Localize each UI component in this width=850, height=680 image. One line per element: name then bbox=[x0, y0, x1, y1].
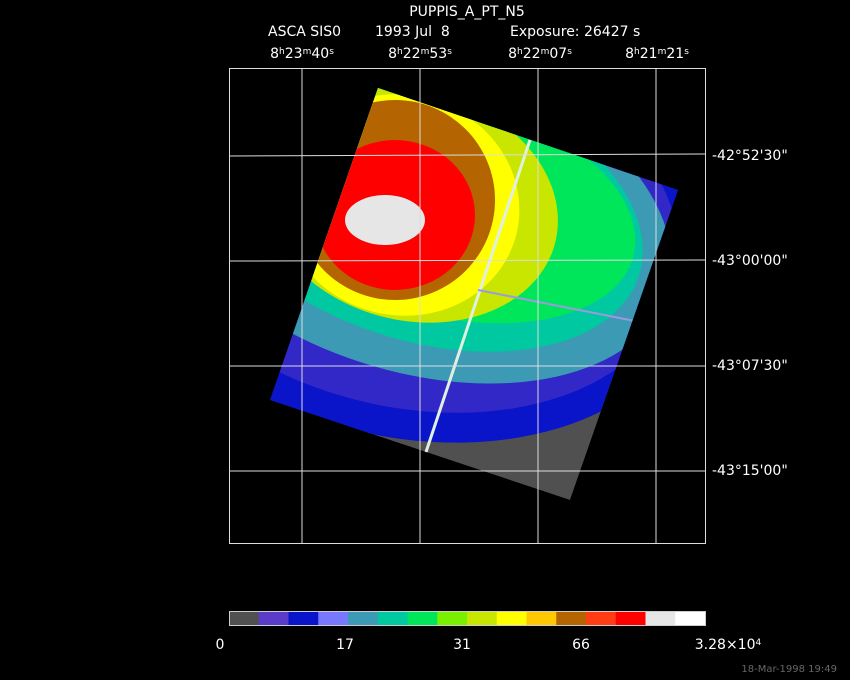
colorbar-swatch bbox=[407, 611, 438, 625]
label-part: 3.28×10 bbox=[695, 637, 756, 653]
superscript: h bbox=[279, 47, 285, 57]
label: 31 bbox=[453, 637, 471, 653]
colorbar-swatch bbox=[526, 611, 557, 625]
label-part: 8 bbox=[625, 46, 634, 62]
label: 66 bbox=[572, 637, 590, 653]
label: 17 bbox=[336, 637, 354, 653]
exposure: Exposure: 26427 s bbox=[510, 24, 640, 40]
label: 8h23m40s bbox=[270, 46, 334, 62]
label-part: 8 bbox=[270, 46, 279, 62]
superscript: s bbox=[447, 47, 452, 57]
superscript: m bbox=[421, 47, 430, 57]
label: 8h22m53s bbox=[388, 46, 452, 62]
superscript: s bbox=[567, 47, 572, 57]
colorbar-swatch bbox=[586, 611, 617, 625]
colorbar-swatch bbox=[615, 611, 646, 625]
label-part: 31 bbox=[453, 637, 471, 653]
colorbar-swatch bbox=[377, 611, 408, 625]
label-part: 40 bbox=[311, 46, 329, 62]
label-part: 21 bbox=[640, 46, 658, 62]
dec-label: -43°07'30" bbox=[712, 358, 788, 374]
dec-label: -42°52'30" bbox=[712, 148, 788, 164]
label-part: 0 bbox=[216, 637, 225, 653]
superscript: m bbox=[658, 47, 667, 57]
colorbar-frame bbox=[229, 611, 706, 626]
label-part: 8 bbox=[388, 46, 397, 62]
colorbar-swatch bbox=[318, 611, 349, 625]
label-part: 8 bbox=[508, 46, 517, 62]
date: 1993 Jul 8 bbox=[375, 24, 450, 40]
superscript: m bbox=[541, 47, 550, 57]
superscript: h bbox=[517, 47, 523, 57]
colorbar-swatch bbox=[645, 611, 676, 625]
colorbar-swatch bbox=[437, 611, 468, 625]
superscript: h bbox=[634, 47, 640, 57]
label-part: 07 bbox=[549, 46, 567, 62]
label-part: 66 bbox=[572, 637, 590, 653]
coordinate-grid bbox=[228, 68, 706, 544]
label-part: 21 bbox=[666, 46, 684, 62]
label-part: 17 bbox=[336, 637, 354, 653]
colorbar-swatch bbox=[496, 611, 527, 625]
label: 8h22m07s bbox=[508, 46, 572, 62]
colorbar-swatch bbox=[288, 611, 319, 625]
superscript: s bbox=[684, 47, 689, 57]
superscript: s bbox=[329, 47, 334, 57]
colorbar-swatch bbox=[229, 611, 260, 625]
colorbar-swatch bbox=[348, 611, 379, 625]
superscript: m bbox=[303, 47, 312, 57]
dec-label: -43°15'00" bbox=[712, 463, 788, 479]
title: PUPPIS_A_PT_N5 bbox=[409, 4, 525, 20]
superscript: h bbox=[397, 47, 403, 57]
label: 0 bbox=[216, 637, 225, 653]
colorbar-swatch bbox=[675, 611, 706, 625]
instrument: ASCA SIS0 bbox=[268, 24, 341, 40]
colorbar-swatch bbox=[467, 611, 498, 625]
timestamp: 18-Mar-1998 19:49 bbox=[741, 664, 837, 675]
label-part: 53 bbox=[429, 46, 447, 62]
label-part: 22 bbox=[523, 46, 541, 62]
label-part: 23 bbox=[285, 46, 303, 62]
label: 3.28×104 bbox=[695, 637, 762, 653]
dec-label: -43°00'00" bbox=[712, 253, 788, 269]
label-part: 22 bbox=[403, 46, 421, 62]
superscript: 4 bbox=[755, 638, 761, 648]
label: 8h21m21s bbox=[625, 46, 689, 62]
colorbar-swatch bbox=[258, 611, 289, 625]
xray-image bbox=[270, 88, 678, 500]
colorbar-swatch bbox=[556, 611, 587, 625]
